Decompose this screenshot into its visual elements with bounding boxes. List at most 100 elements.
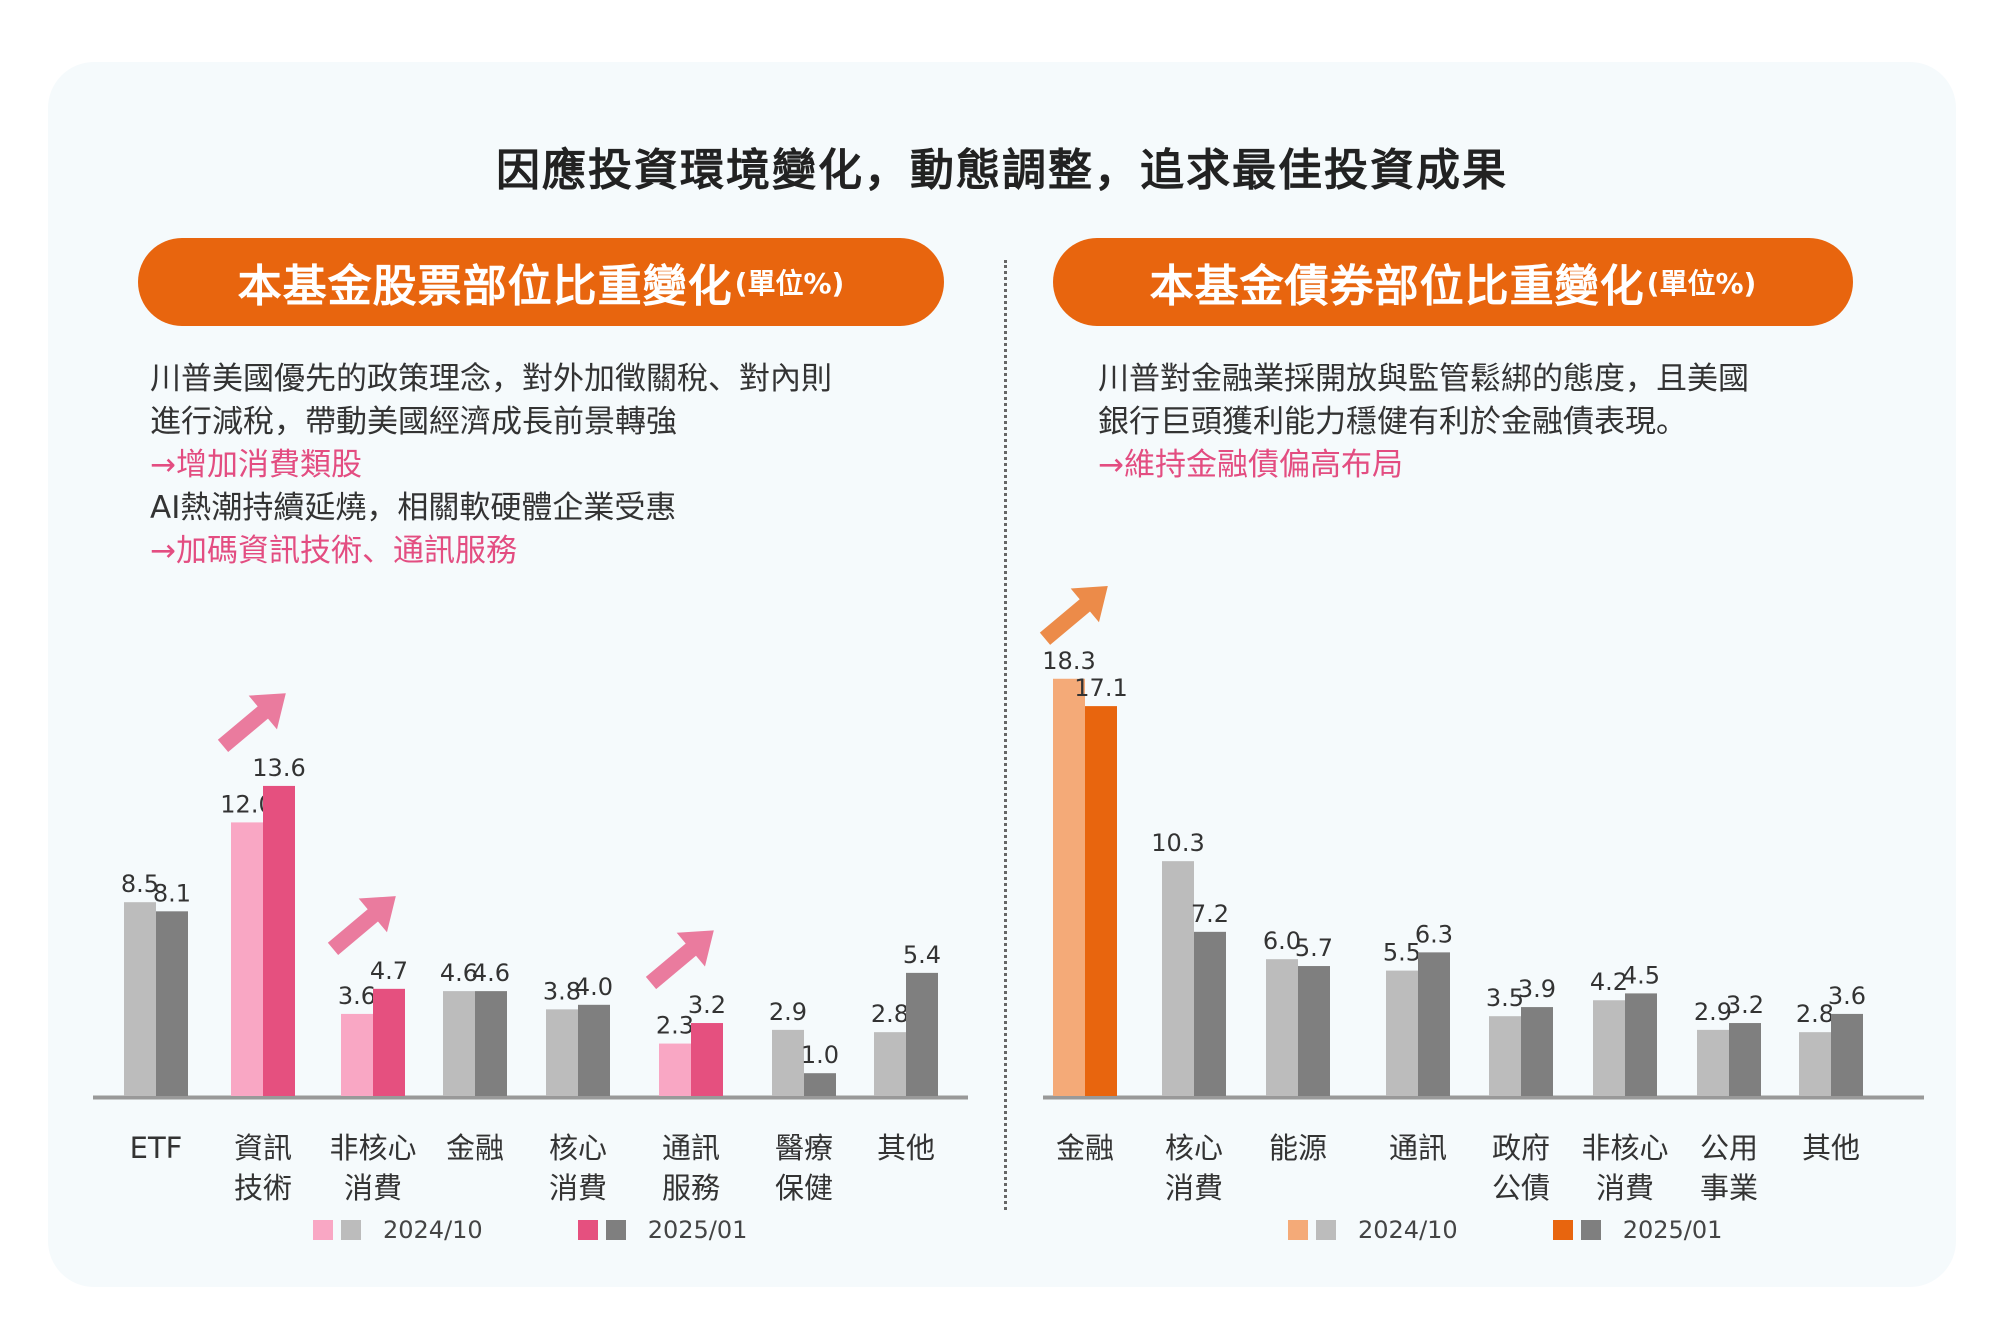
up-trend-arrow-icon	[327, 896, 396, 955]
main-title: 因應投資環境變化，動態調整，追求最佳投資成果	[496, 145, 1508, 196]
bond-bar	[1593, 1000, 1625, 1096]
equity-category-label: 非核心	[329, 1131, 416, 1165]
equity-value-label: 4.6	[472, 959, 510, 987]
legend-label-2024: 2024/10	[1358, 1216, 1458, 1244]
infographic-card: 因應投資環境變化，動態調整，追求最佳投資成果 本基金股票部位比重變化 (單位%) …	[48, 62, 1956, 1287]
equity-bar	[263, 785, 295, 1096]
equity-category-label: 核心	[549, 1131, 607, 1165]
equity-desc-line: 川普美國優先的政策理念，對外加徵關稅、對內則	[150, 361, 832, 397]
equity-desc-line: 進行減稅，帶動美國經濟成長前景轉強	[150, 404, 677, 440]
legend-label-2025: 2025/01	[647, 1216, 748, 1244]
bond-bar	[1085, 706, 1117, 1096]
bond-bar	[1298, 966, 1330, 1096]
bond-bar	[1418, 952, 1450, 1096]
equity-bar	[906, 972, 938, 1096]
bond-value-label: 7.2	[1191, 900, 1229, 928]
equity-category-label: 通訊	[662, 1131, 720, 1165]
legend-swatch-orange-light	[1288, 1220, 1308, 1240]
equity-category-label: 醫療	[775, 1131, 833, 1165]
legend-swatch-orange-dark	[1552, 1220, 1573, 1240]
equity-category-label: 保健	[775, 1171, 833, 1205]
equity-heading: 本基金股票部位比重變化	[237, 261, 733, 312]
bond-value-label: 5.5	[1383, 939, 1421, 967]
equity-bar	[124, 902, 156, 1096]
bond-bar	[1831, 1013, 1863, 1096]
equity-bar	[874, 1032, 906, 1096]
bond-value-label: 3.9	[1518, 975, 1556, 1003]
equity-bar	[772, 1029, 804, 1096]
bond-category-label: 通訊	[1389, 1131, 1447, 1165]
bond-desc-line: 川普對金融業採開放與監管鬆綁的態度，且美國	[1098, 361, 1749, 397]
legend-swatch-gray-dark	[605, 1220, 626, 1240]
bond-bar	[1521, 1007, 1553, 1096]
equity-value-label: 4.7	[370, 957, 408, 985]
equity-legend: 2024/10 2025/01	[313, 1216, 747, 1244]
legend-swatch-gray-dark	[1580, 1220, 1601, 1240]
up-trend-arrow-icon	[1039, 586, 1108, 645]
equity-category-label: 消費	[344, 1171, 402, 1205]
bond-category-label: 公用	[1700, 1131, 1758, 1165]
equity-bar	[659, 1043, 691, 1096]
bond-category-label: 核心	[1165, 1131, 1223, 1165]
equity-value-label: 5.4	[903, 941, 941, 969]
equity-category-label: 消費	[549, 1171, 607, 1205]
bond-value-label: 6.0	[1263, 927, 1301, 955]
equity-value-label: 3.8	[543, 977, 581, 1005]
equity-bar	[475, 991, 507, 1096]
bond-bar	[1697, 1029, 1729, 1096]
bar-charts: 8.58.1ETF12.013.6資訊技術3.64.7非核心消費4.64.6金融…	[93, 586, 1924, 1205]
equity-value-label: 2.9	[769, 998, 807, 1026]
equity-value-label: 3.6	[338, 982, 376, 1010]
bond-bar	[1489, 1016, 1521, 1096]
bond-category-label: 政府	[1492, 1131, 1550, 1165]
equity-desc-line: AI熱潮持續延燒，相關軟硬體企業受惠	[150, 490, 677, 526]
equity-description: 川普美國優先的政策理念，對外加徵關稅、對內則 進行減稅，帶動美國經濟成長前景轉強…	[150, 358, 832, 573]
bond-bar	[1266, 959, 1298, 1096]
bond-value-label: 17.1	[1074, 674, 1127, 702]
bond-category-label: 能源	[1269, 1131, 1327, 1165]
equity-category-label: 資訊	[234, 1131, 292, 1165]
legend-label-2024: 2024/10	[383, 1216, 483, 1244]
bond-bar	[1625, 993, 1657, 1096]
bond-category-label: 非核心	[1581, 1131, 1668, 1165]
equity-value-label: 4.6	[440, 959, 478, 987]
equity-value-label: 2.8	[871, 1000, 909, 1028]
equity-heading-pill: 本基金股票部位比重變化 (單位%)	[138, 238, 944, 326]
equity-value-label: 2.3	[656, 1012, 694, 1040]
bond-value-label: 6.3	[1415, 920, 1453, 948]
bond-bar	[1386, 970, 1418, 1096]
bond-category-label: 消費	[1596, 1171, 1654, 1205]
equity-bar	[578, 1004, 610, 1096]
bond-category-label: 公債	[1492, 1171, 1550, 1205]
equity-bar	[443, 991, 475, 1096]
bond-bar	[1729, 1023, 1761, 1096]
equity-category-label: 服務	[662, 1171, 720, 1205]
equity-bar	[341, 1013, 373, 1096]
equity-value-label: 8.1	[153, 879, 191, 907]
up-trend-arrow-icon	[645, 930, 714, 990]
equity-category-label: ETF	[130, 1131, 183, 1165]
equity-heading-unit: (單位%)	[734, 267, 845, 300]
bond-desc-highlight: →維持金融債偏高布局	[1098, 447, 1403, 483]
bond-description: 川普對金融業採開放與監管鬆綁的態度，且美國 銀行巨頭獲利能力穩健有利於金融債表現…	[1098, 358, 1749, 487]
bond-value-label: 3.6	[1828, 982, 1866, 1010]
legend-swatch-pink-dark	[577, 1220, 598, 1240]
up-trend-arrow-icon	[217, 693, 286, 753]
panel-divider	[1004, 260, 1007, 1210]
equity-value-label: 8.5	[121, 870, 159, 898]
bond-category-label: 金融	[1056, 1131, 1114, 1165]
bond-value-label: 4.2	[1590, 968, 1628, 996]
bond-bar	[1194, 931, 1226, 1096]
bond-category-label: 消費	[1165, 1171, 1223, 1205]
legend-swatch-pink-light	[313, 1220, 333, 1240]
equity-desc-highlight: →增加消費類股	[150, 447, 362, 483]
legend-label-2025: 2025/01	[1622, 1216, 1723, 1244]
bond-bar	[1053, 678, 1085, 1096]
equity-bar	[546, 1009, 578, 1096]
bond-legend: 2024/10 2025/01	[1288, 1216, 1722, 1244]
bond-value-label: 5.7	[1295, 934, 1333, 962]
bond-value-label: 2.9	[1694, 998, 1732, 1026]
bond-category-label: 其他	[1802, 1131, 1860, 1165]
bond-bar	[1799, 1032, 1831, 1096]
bond-desc-line: 銀行巨頭獲利能力穩健有利於金融債表現。	[1098, 404, 1687, 440]
